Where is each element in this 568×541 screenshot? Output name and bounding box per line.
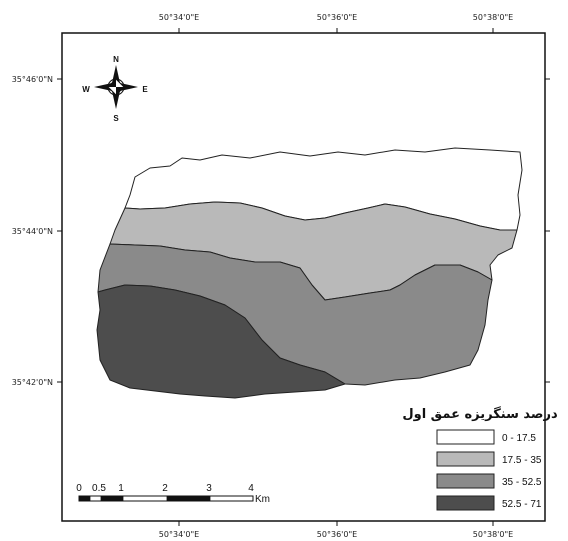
compass-rose-icon [94,65,138,109]
legend-item-1: 0 - 17.5 [436,429,536,445]
legend: درصد سنگریزه عمق اول 0 - 17.5 17.5 - 35 … [402,406,558,511]
x-tick-top-1: 50°34'0"E [159,13,199,22]
x-tick-bottom-1: 50°34'0"E [159,530,199,539]
legend-swatch-1 [436,429,495,445]
compass-n: N [113,55,119,64]
legend-title: درصد سنگریزه عمق اول [402,406,558,422]
scale-tick-2: 2 [162,483,168,494]
x-tick-bottom-2: 50°36'0"E [317,530,357,539]
legend-label-2: 17.5 - 35 [502,455,542,466]
top-tick-marks [57,28,550,526]
y-tick-left-2: 35°44'0"N [12,227,53,236]
legend-label-3: 35 - 52.5 [502,477,542,488]
legend-label-1: 0 - 17.5 [502,433,536,444]
zone-52-5-71 [96,284,346,399]
scale-tick-1: 1 [118,483,124,494]
scale-unit: Km [255,494,270,505]
scale-tick-3: 3 [206,483,212,494]
compass-e: E [142,85,148,94]
scale-tick-0-5: 0.5 [92,483,106,494]
legend-item-4: 52.5 - 71 [436,495,542,511]
x-tick-top-3: 50°38'0"E [473,13,513,22]
legend-swatch-3 [436,473,495,489]
compass-w: W [82,85,90,94]
legend-item-3: 35 - 52.5 [436,473,542,489]
x-tick-top-2: 50°36'0"E [317,13,357,22]
legend-swatch-4 [436,495,495,511]
y-tick-left-1: 35°46'0"N [12,75,53,84]
scale-tick-4: 4 [248,483,254,494]
legend-swatch-2 [436,451,495,467]
y-tick-left-3: 35°42'0"N [12,378,53,387]
scale-bar [78,495,254,502]
compass-s: S [113,114,119,123]
x-tick-bottom-3: 50°38'0"E [473,530,513,539]
scale-tick-0: 0 [76,483,82,494]
watershed-zones [96,147,523,399]
legend-label-4: 52.5 - 71 [502,499,542,510]
legend-item-2: 17.5 - 35 [436,451,542,467]
